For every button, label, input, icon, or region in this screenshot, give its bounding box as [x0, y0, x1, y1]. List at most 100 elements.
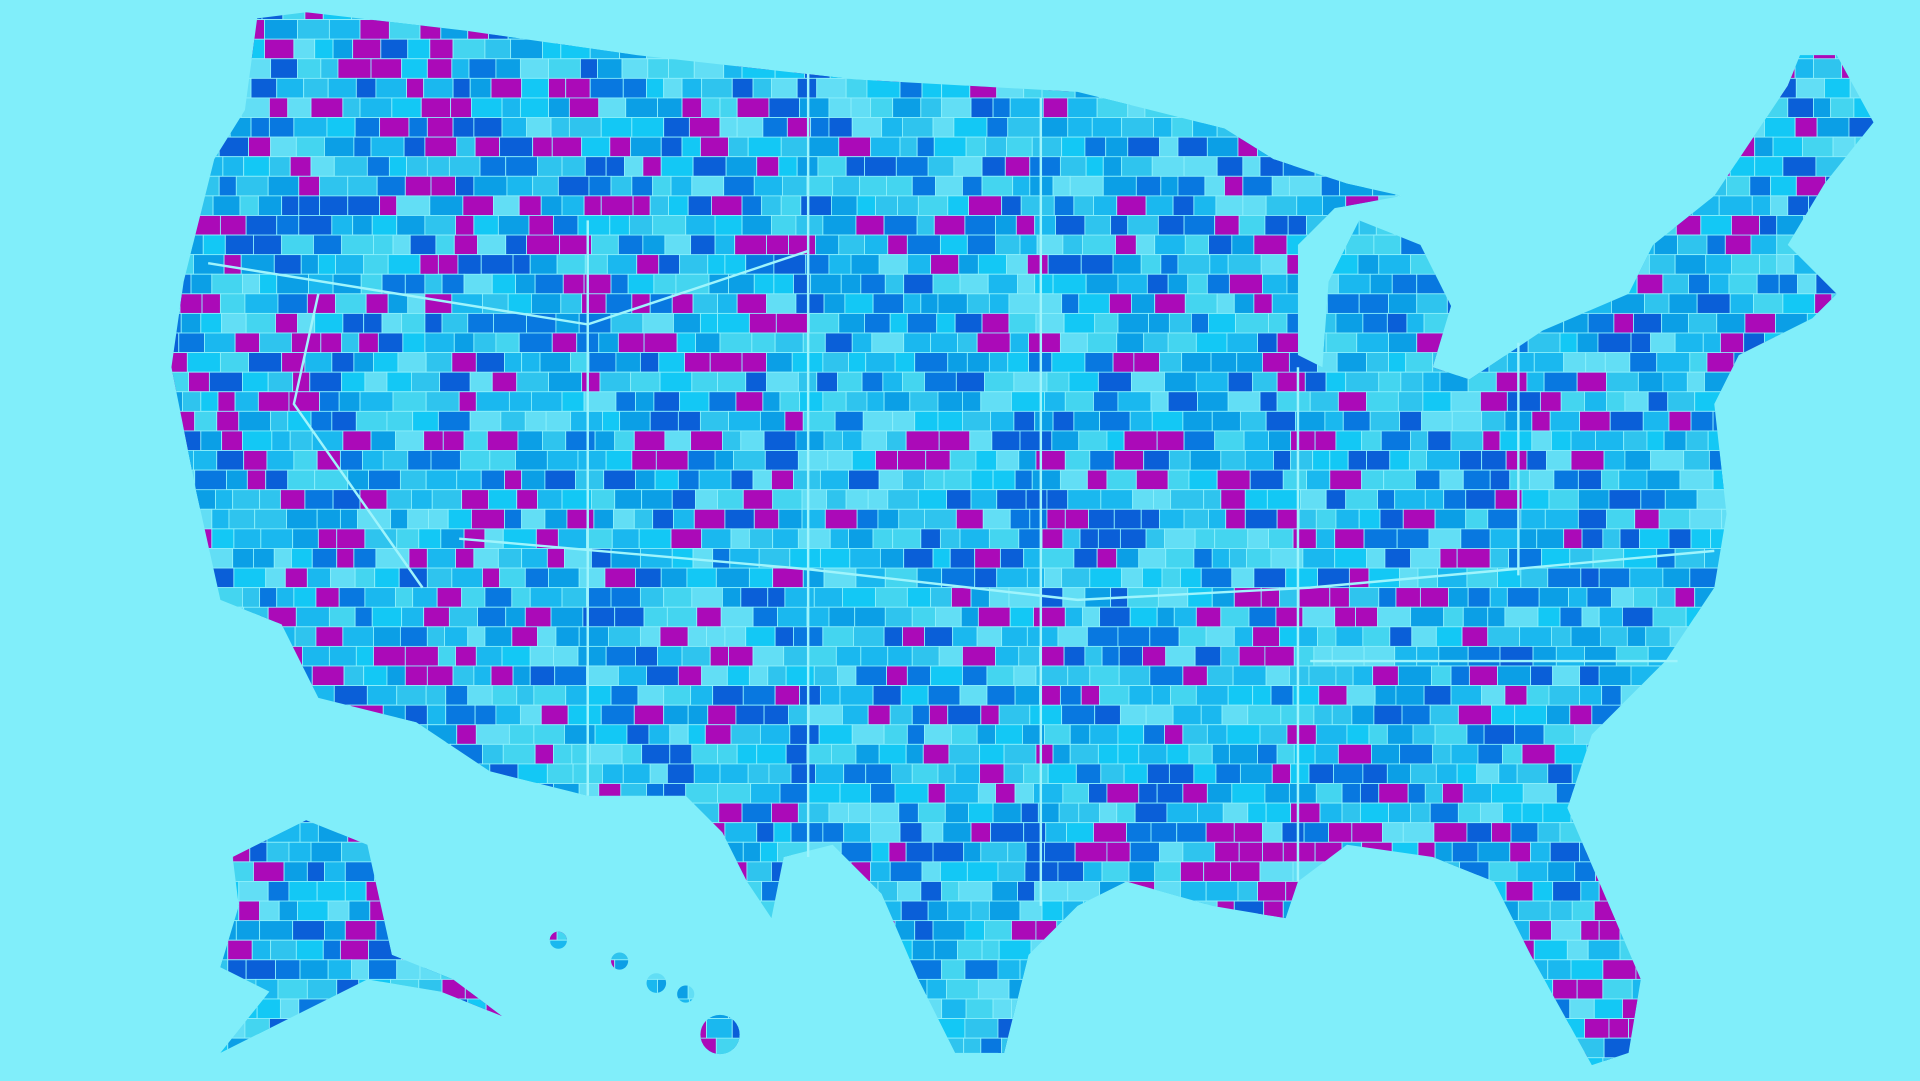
county — [138, 157, 156, 177]
county — [1889, 392, 1917, 412]
county — [11, 255, 28, 294]
county — [132, 1038, 163, 1077]
county — [1150, 391, 1169, 412]
county — [1116, 802, 1136, 824]
county — [1902, 118, 1920, 138]
county — [742, 841, 761, 863]
county — [871, 1057, 892, 1066]
county — [1636, 117, 1656, 158]
county — [1328, 822, 1353, 843]
county — [521, 352, 541, 373]
county — [1018, 450, 1037, 471]
county — [135, 39, 163, 59]
county — [507, 881, 540, 902]
county — [1417, 841, 1436, 863]
county — [511, 626, 538, 647]
county — [766, 293, 797, 314]
county — [242, 371, 269, 393]
county — [1839, 430, 1872, 451]
county — [131, 705, 159, 744]
county — [451, 939, 483, 961]
county — [1315, 97, 1349, 138]
county — [687, 626, 707, 647]
county — [1500, 234, 1525, 275]
county — [1520, 567, 1549, 589]
county — [1126, 822, 1152, 843]
county — [1348, 1077, 1376, 1081]
county — [1549, 156, 1584, 177]
county — [1383, 469, 1416, 491]
county — [1647, 645, 1678, 667]
county — [1538, 77, 1569, 118]
county — [1847, 234, 1874, 256]
county — [1396, 215, 1426, 236]
county — [1446, 77, 1478, 118]
county — [1771, 626, 1801, 667]
county — [1253, 58, 1278, 79]
county — [795, 430, 825, 451]
county — [277, 293, 308, 314]
county — [1750, 489, 1785, 510]
county — [962, 645, 996, 667]
county — [279, 998, 300, 1019]
county — [1405, 58, 1434, 79]
county — [1762, 1077, 1782, 1081]
county — [992, 998, 1012, 1019]
county — [260, 528, 294, 549]
county — [1806, 489, 1834, 510]
county — [985, 136, 1007, 158]
county — [505, 606, 526, 628]
county — [505, 156, 538, 177]
county — [954, 312, 983, 334]
county — [1367, 136, 1393, 158]
county — [82, 98, 108, 118]
county — [1121, 567, 1143, 589]
county — [1265, 410, 1296, 432]
county — [1224, 175, 1244, 197]
county — [1203, 861, 1232, 882]
county — [1206, 724, 1228, 745]
county — [1041, 900, 1064, 922]
county — [216, 763, 243, 784]
county — [1762, 430, 1786, 471]
county — [1871, 822, 1874, 843]
county — [848, 802, 872, 824]
county — [1768, 939, 1801, 961]
county — [171, 606, 187, 628]
county — [561, 195, 585, 216]
county — [1669, 175, 1693, 216]
county — [56, 0, 88, 20]
county — [1363, 645, 1396, 667]
county — [0, 98, 7, 137]
county — [988, 900, 1021, 922]
county — [1459, 450, 1483, 471]
county — [937, 763, 956, 784]
county — [1579, 175, 1609, 216]
county — [807, 998, 840, 1019]
county — [1689, 920, 1718, 941]
county — [212, 58, 240, 79]
county — [953, 117, 988, 138]
county — [390, 978, 420, 1000]
county — [1226, 998, 1247, 1019]
county — [1718, 783, 1753, 804]
county — [1528, 1057, 1558, 1066]
county — [408, 1077, 429, 1081]
county — [1645, 156, 1677, 177]
county — [1308, 665, 1337, 687]
county — [171, 489, 186, 530]
county — [171, 587, 182, 608]
county — [171, 783, 191, 804]
county — [1399, 920, 1426, 941]
county — [88, 646, 121, 666]
county — [137, 451, 168, 490]
county — [1876, 960, 1904, 980]
county — [1156, 606, 1175, 628]
county — [1724, 1037, 1745, 1059]
county — [730, 469, 754, 491]
county — [1787, 1057, 1807, 1066]
county — [771, 469, 794, 491]
county — [1502, 273, 1535, 295]
county — [1587, 312, 1615, 334]
county — [186, 175, 220, 197]
